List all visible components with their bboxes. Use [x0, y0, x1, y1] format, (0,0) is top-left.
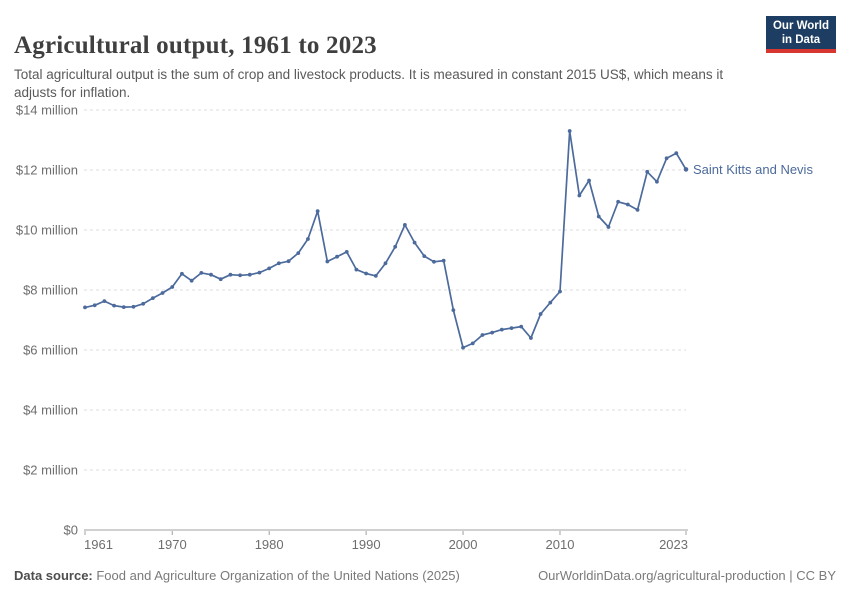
data-point[interactable]: [228, 272, 233, 277]
data-point[interactable]: [238, 273, 242, 278]
data-point[interactable]: [577, 193, 582, 198]
data-point[interactable]: [180, 271, 184, 276]
x-tick-label: 2023: [659, 537, 688, 552]
owid-logo-text: Our World in Data: [766, 16, 836, 49]
owid-logo-line1: Our World: [772, 20, 829, 32]
data-point[interactable]: [209, 272, 213, 277]
data-point[interactable]: [412, 240, 417, 245]
data-point[interactable]: [683, 167, 689, 172]
data-point[interactable]: [160, 291, 165, 295]
data-point[interactable]: [441, 258, 446, 263]
y-tick-label: $8 million: [23, 283, 78, 298]
data-point[interactable]: [286, 259, 291, 264]
data-point[interactable]: [189, 278, 194, 283]
data-point[interactable]: [519, 324, 524, 329]
data-point[interactable]: [373, 274, 378, 278]
data-point[interactable]: [83, 305, 87, 310]
owid-logo[interactable]: Our World in Data: [766, 16, 836, 53]
data-point[interactable]: [315, 209, 320, 214]
chart-subtitle: Total agricultural output is the sum of …: [14, 66, 724, 100]
data-point[interactable]: [364, 271, 369, 276]
data-point[interactable]: [170, 285, 175, 289]
data-point[interactable]: [141, 301, 146, 306]
x-tick-label: 1970: [158, 537, 187, 552]
y-tick-label: $4 million: [23, 403, 78, 418]
data-point[interactable]: [635, 208, 640, 212]
data-point[interactable]: [131, 304, 136, 309]
data-point[interactable]: [538, 312, 543, 316]
data-source-note: Data source: Food and Agriculture Organi…: [14, 568, 460, 583]
data-point[interactable]: [548, 300, 553, 305]
data-point[interactable]: [335, 254, 339, 259]
data-point[interactable]: [267, 266, 272, 271]
data-point[interactable]: [325, 259, 330, 264]
y-tick-label: $14 million: [16, 103, 78, 118]
data-source-text: Food and Agriculture Organization of the…: [92, 568, 460, 583]
data-point[interactable]: [383, 261, 388, 266]
page-title: Agricultural output, 1961 to 2023: [14, 31, 377, 59]
data-point[interactable]: [664, 156, 669, 161]
owid-logo-line2: in Data: [781, 34, 821, 46]
data-point[interactable]: [422, 254, 427, 258]
y-tick-label: $10 million: [16, 223, 78, 238]
data-point[interactable]: [490, 330, 495, 335]
x-tick-label: 2010: [546, 537, 575, 552]
x-tick-label: 2000: [449, 537, 478, 552]
data-point[interactable]: [121, 305, 126, 309]
y-tick-label: $12 million: [16, 163, 78, 178]
attribution-note[interactable]: OurWorldinData.org/agricultural-producti…: [538, 568, 836, 583]
data-point[interactable]: [674, 151, 679, 156]
data-point[interactable]: [112, 303, 116, 308]
data-point[interactable]: [461, 345, 465, 350]
data-point[interactable]: [529, 336, 533, 340]
series-label: Saint Kitts and Nevis: [693, 162, 813, 177]
data-point[interactable]: [150, 296, 155, 300]
data-point[interactable]: [655, 179, 659, 184]
series-line[interactable]: [84, 130, 687, 349]
data-point[interactable]: [645, 169, 650, 174]
data-point[interactable]: [558, 289, 562, 294]
data-point[interactable]: [606, 225, 611, 229]
x-tick-label: 1990: [352, 537, 381, 552]
data-source-label: Data source:: [14, 568, 93, 583]
data-point[interactable]: [344, 250, 349, 254]
y-tick-label: $6 million: [23, 343, 78, 358]
data-point[interactable]: [596, 214, 601, 219]
data-point[interactable]: [499, 327, 504, 332]
data-point[interactable]: [296, 251, 301, 256]
data-point[interactable]: [102, 299, 107, 303]
data-point[interactable]: [218, 277, 223, 282]
data-point[interactable]: [306, 237, 310, 241]
data-point[interactable]: [567, 129, 572, 133]
data-point[interactable]: [247, 272, 252, 277]
data-point[interactable]: [257, 270, 262, 275]
data-point[interactable]: [354, 267, 359, 272]
data-point[interactable]: [480, 333, 485, 337]
data-point[interactable]: [276, 261, 281, 266]
data-point[interactable]: [616, 199, 621, 204]
data-point[interactable]: [625, 202, 630, 207]
data-point[interactable]: [402, 223, 407, 227]
chart-footer: Data source: Food and Agriculture Organi…: [14, 568, 836, 583]
owid-logo-red-bar: [766, 49, 836, 53]
data-point[interactable]: [509, 326, 514, 330]
data-point[interactable]: [451, 308, 456, 312]
data-point[interactable]: [199, 271, 204, 275]
y-tick-label: $2 million: [23, 463, 78, 478]
data-point[interactable]: [393, 244, 398, 249]
data-point[interactable]: [587, 178, 591, 183]
x-tick-label: 1961: [84, 537, 113, 552]
x-tick-label: 1980: [255, 537, 284, 552]
y-tick-label: $0: [64, 523, 78, 538]
data-point[interactable]: [432, 259, 436, 264]
data-point[interactable]: [92, 303, 97, 308]
data-point[interactable]: [470, 341, 475, 346]
